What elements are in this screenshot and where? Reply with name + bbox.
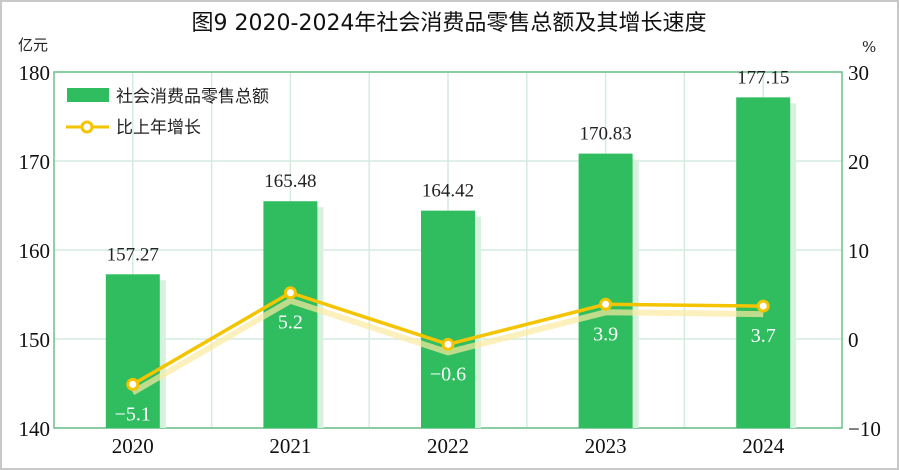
- left-axis-tick: 160: [19, 239, 51, 263]
- bar: [421, 210, 475, 428]
- bar: [105, 274, 160, 428]
- line-point: [599, 297, 613, 311]
- x-axis-tick: 2020: [112, 434, 154, 458]
- x-axis-tick: 2021: [269, 434, 311, 458]
- bar: [578, 153, 633, 428]
- line-point: [126, 377, 140, 391]
- chart-title: 图9 2020-2024年社会消费品零售总额及其增长速度: [192, 11, 707, 36]
- legend-bar-swatch: [67, 88, 109, 102]
- left-axis-tick: 150: [19, 328, 51, 352]
- line-data-label: −5.1: [115, 403, 151, 425]
- right-axis-unit: %: [862, 38, 876, 56]
- line-point: [283, 286, 297, 300]
- right-axis-tick: 30: [848, 61, 869, 85]
- bar: [736, 97, 791, 429]
- legend-bar-label: 社会消费品零售总额: [116, 87, 269, 107]
- bar-data-label: 157.27: [107, 244, 159, 265]
- left-axis-tick: 170: [19, 150, 51, 174]
- bar-data-label: 165.48: [264, 171, 316, 192]
- line-data-label: −0.6: [430, 363, 466, 385]
- bar-data-label: 177.15: [737, 67, 789, 88]
- x-axis-tick: 2023: [585, 434, 627, 458]
- line-point: [756, 299, 770, 313]
- left-axis-tick: 180: [19, 61, 51, 85]
- legend-line-label: 比上年增长: [116, 118, 201, 138]
- left-axis-unit: 亿元: [18, 36, 48, 54]
- legend-line-marker: [80, 120, 94, 134]
- left-axis-tick: 140: [19, 417, 51, 441]
- right-axis-tick: 0: [848, 328, 859, 352]
- x-axis-tick: 2022: [427, 434, 469, 458]
- bar-data-label: 170.83: [579, 124, 631, 145]
- line-point: [441, 337, 455, 351]
- right-axis-tick: −10: [848, 417, 881, 441]
- line-data-label: 3.9: [593, 323, 618, 345]
- right-axis-tick: 20: [848, 150, 869, 174]
- right-axis-tick: 10: [848, 239, 869, 263]
- line-shadow: [131, 297, 764, 395]
- line-data-label: 3.7: [751, 325, 776, 347]
- line-data-label: 5.2: [278, 312, 303, 334]
- legend: 社会消费品零售总额 比上年增长: [66, 87, 269, 138]
- bar-data-label: 164.42: [422, 181, 474, 202]
- x-axis-tick: 2024: [742, 434, 785, 458]
